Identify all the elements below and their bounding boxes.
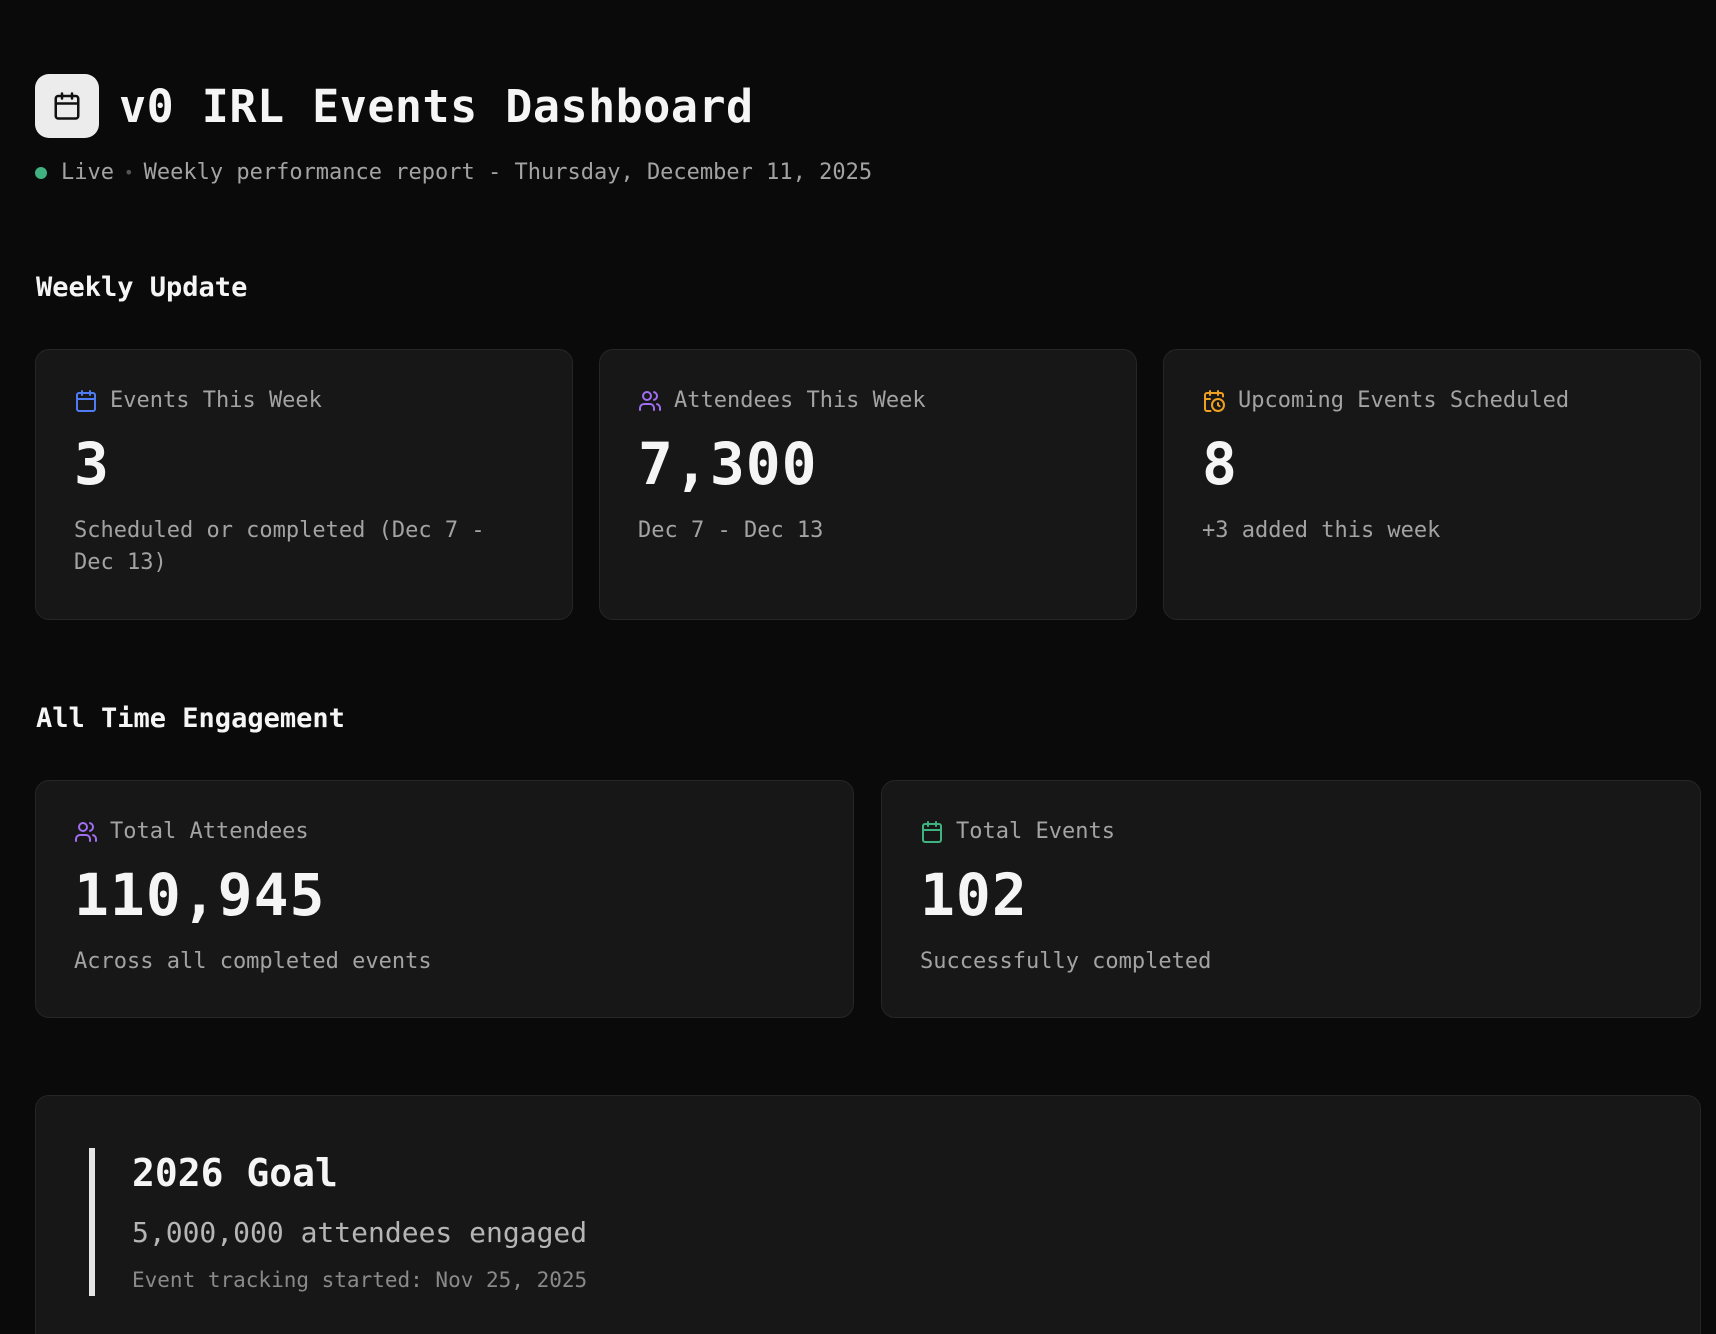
goal-title: 2026 Goal <box>132 1151 338 1195</box>
card-value: 7,300 <box>638 430 818 498</box>
events-this-week-card: Events This Week 3 Scheduled or complete… <box>35 349 573 620</box>
total-attendees-card: Total Attendees 110,945 Across all compl… <box>35 780 854 1018</box>
card-label: Total Events <box>956 819 1115 844</box>
card-label-row: Total Attendees <box>74 819 815 844</box>
card-description: Successfully completed <box>920 949 1212 974</box>
card-description: Dec 7 - Dec 13 <box>638 518 824 543</box>
card-value: 102 <box>920 861 1028 929</box>
card-label: Upcoming Events Scheduled <box>1238 388 1570 413</box>
card-label-row: Total Events <box>920 819 1662 844</box>
card-label: Events This Week <box>110 388 322 413</box>
card-label: Attendees This Week <box>674 388 926 413</box>
card-value: 8 <box>1202 430 1238 498</box>
goal-tracking-start: Event tracking started: Nov 25, 2025 <box>132 1268 588 1292</box>
calendar-icon <box>76 389 96 412</box>
card-description: Across all completed events <box>74 949 432 974</box>
header: v0 IRL Events Dashboard Live • Weekly pe… <box>35 74 872 185</box>
weekly-section-title: Weekly Update <box>36 272 248 303</box>
goal-target: 5,000,000 attendees engaged <box>132 1216 588 1249</box>
card-description: Scheduled or completed (Dec 7 - Dec 13) <box>74 518 485 575</box>
page-title: v0 IRL Events Dashboard <box>119 79 754 133</box>
users-icon <box>75 821 97 842</box>
separator-dot: • <box>123 163 134 182</box>
subtitle-row: Live • Weekly performance report - Thurs… <box>35 160 872 185</box>
card-label-row: Upcoming Events Scheduled <box>1202 388 1662 413</box>
calendar-icon <box>54 92 80 120</box>
live-status: Live <box>61 160 114 185</box>
card-value: 110,945 <box>74 861 326 929</box>
calendar-icon <box>922 820 942 843</box>
report-label: Weekly performance report - Thursday, De… <box>143 160 873 185</box>
card-value: 3 <box>74 430 110 498</box>
card-label-row: Events This Week <box>74 388 534 413</box>
all-time-section-title: All Time Engagement <box>36 703 345 734</box>
goal-accent-bar <box>89 1148 95 1296</box>
attendees-this-week-card: Attendees This Week 7,300 Dec 7 - Dec 13 <box>599 349 1137 620</box>
live-indicator-dot <box>35 166 47 179</box>
title-row: v0 IRL Events Dashboard <box>35 74 872 138</box>
total-events-card: Total Events 102 Successfully completed <box>881 780 1701 1018</box>
card-label-row: Attendees This Week <box>638 388 1098 413</box>
calendar-clock-icon <box>1204 389 1225 412</box>
upcoming-events-card: Upcoming Events Scheduled 8 +3 added thi… <box>1163 349 1701 620</box>
card-label: Total Attendees <box>110 819 309 844</box>
app-logo <box>35 74 99 138</box>
users-icon <box>639 390 661 411</box>
goal-card: 2026 Goal 5,000,000 attendees engaged Ev… <box>35 1095 1701 1334</box>
card-description: +3 added this week <box>1202 518 1441 543</box>
